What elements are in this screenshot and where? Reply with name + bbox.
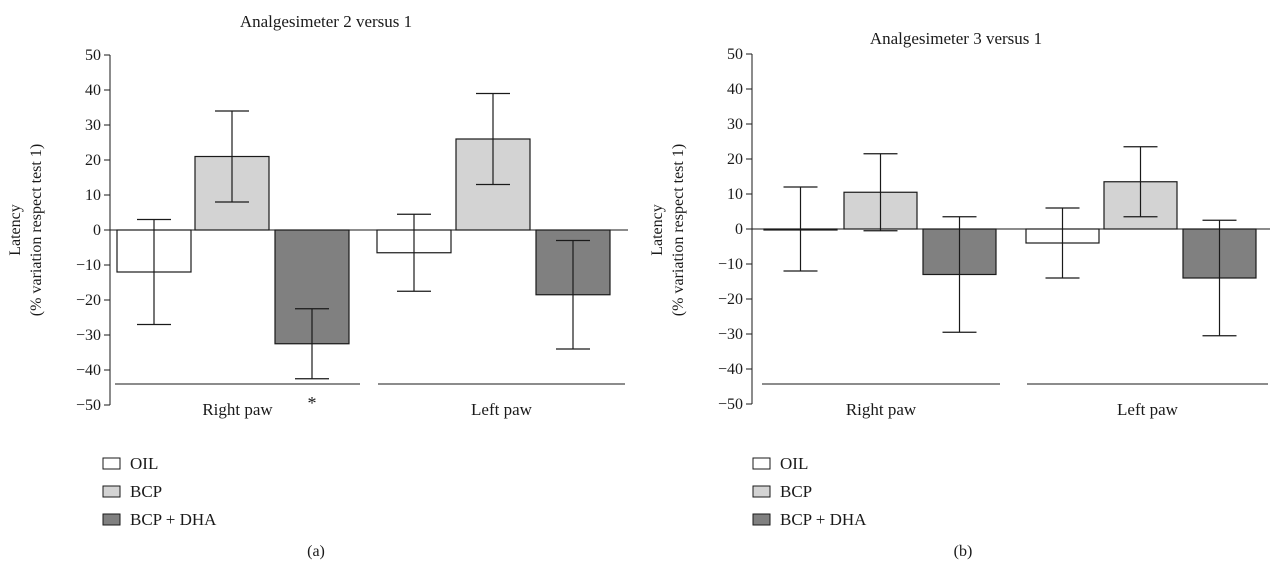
chart-b-ylabel-line2: (% variation respect test 1) [670, 144, 687, 316]
chart-panel-a: Analgesimeter 2 versus 1 Latency (% vari… [7, 12, 628, 560]
chart-a-y-tick-label: −20 [76, 292, 101, 309]
chart-panel-b: Analgesimeter 3 versus 1 Latency (% vari… [649, 29, 1270, 560]
chart-b-panel-label: (b) [954, 543, 973, 560]
error-bar-b [1123, 146, 1158, 218]
legend-b-swatch-bcp [752, 485, 771, 498]
chart-a-y-tick-label: 0 [93, 222, 101, 239]
chart-a-y-tick-label: −10 [76, 257, 101, 274]
significance-asterisk: * [308, 393, 317, 413]
error-bar-a [215, 110, 249, 203]
legend-a-swatch-bcp [102, 485, 121, 498]
category-label-b: Left paw [1117, 400, 1179, 419]
chart-b-y-tick-label: −30 [718, 326, 743, 343]
legend-a-label-bcp-dha: BCP + DHA [130, 510, 217, 529]
chart-a-ylabel-line2: (% variation respect test 1) [28, 144, 45, 316]
chart-b-y-tick-label: −20 [718, 291, 743, 308]
chart-b-y-tick-label: 40 [727, 81, 743, 98]
chart-b-legend: OIL BCP BCP + DHA [752, 454, 867, 529]
chart-b-y-tick-label: 50 [727, 46, 743, 63]
chart-a-y-tick-label: −30 [76, 327, 101, 344]
category-label-b: Right paw [846, 400, 917, 419]
chart-a-ylabel-line1: Latency [7, 204, 24, 256]
chart-b-y-tick-label: −10 [718, 256, 743, 273]
chart-a-y-tick-label: 50 [85, 47, 101, 64]
legend-b-swatch-bcp-dha [752, 513, 771, 526]
chart-b-y-tick-label: −40 [718, 361, 743, 378]
legend-b-swatch-oil [752, 457, 771, 470]
error-bar-a [556, 239, 590, 350]
legend-b-label-bcp: BCP [780, 482, 812, 501]
error-bar-a [397, 213, 431, 292]
chart-a-panel-label: (a) [307, 543, 325, 560]
chart-a-y-tick-label: 10 [85, 187, 101, 204]
chart-b-plot: 50 40 30 20 10 0 −10 −20 −30 −40 −50 Right paw Left … [718, 46, 1270, 419]
chart-a-y-tick-label: −40 [76, 362, 101, 379]
chart-a-y-tick-label: 40 [85, 82, 101, 99]
chart-b-y-tick-label: 20 [727, 151, 743, 168]
error-bar-a [295, 308, 329, 380]
chart-a-y-tick-label: 20 [85, 152, 101, 169]
error-bar-a [137, 218, 171, 326]
chart-a-title: Analgesimeter 2 versus 1 [240, 12, 412, 31]
legend-b-label-bcp-dha: BCP + DHA [780, 510, 867, 529]
chart-b-title: Analgesimeter 3 versus 1 [870, 29, 1042, 48]
legend-a-label-bcp: BCP [130, 482, 162, 501]
chart-a-legend: OIL BCP BCP + DHA [102, 454, 217, 529]
category-label-a: Right paw [202, 400, 273, 419]
chart-a-plot: 50 40 30 20 10 0 −10 −20 −30 −40 −50 Right paw Left … [76, 47, 628, 419]
chart-a-y-tick-label: 30 [85, 117, 101, 134]
chart-b-y-tick-label: 10 [727, 186, 743, 203]
error-bar-a [476, 92, 510, 186]
chart-a-y-tick-label: −50 [76, 397, 101, 414]
error-bar-b [942, 216, 977, 333]
error-bar-b [1045, 207, 1080, 279]
legend-a-swatch-bcp-dha [102, 513, 121, 526]
legend-a-swatch-oil [102, 457, 121, 470]
error-bar-b [1202, 219, 1237, 337]
chart-b-y-tick-label: −50 [718, 396, 743, 413]
legend-a-label-oil: OIL [130, 454, 158, 473]
error-bar-b [783, 186, 818, 272]
category-label-a: Left paw [471, 400, 533, 419]
chart-b-ylabel-line1: Latency [649, 204, 666, 256]
chart-b-y-tick-label: 0 [735, 221, 743, 238]
legend-b-label-oil: OIL [780, 454, 808, 473]
error-bar-b [863, 153, 898, 232]
chart-b-y-tick-label: 30 [727, 116, 743, 133]
